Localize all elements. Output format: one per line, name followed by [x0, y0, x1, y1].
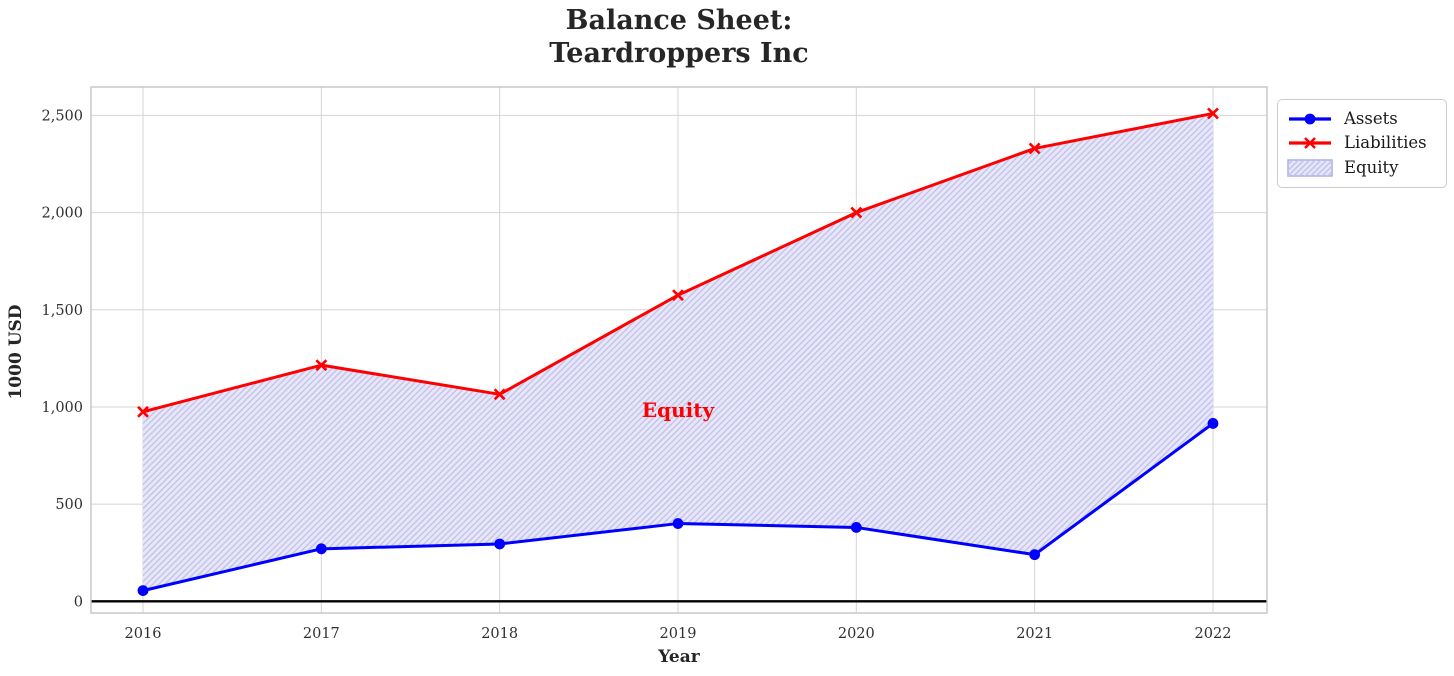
equity-patch-swatch: [1287, 159, 1333, 177]
svg-text:2021: 2021: [1016, 626, 1053, 642]
svg-text:1,500: 1,500: [41, 303, 83, 319]
svg-text:2016: 2016: [125, 626, 162, 642]
chart-title: Balance Sheet: Teardroppers Inc: [91, 4, 1267, 70]
liabilities-markers: [137, 107, 1219, 418]
chart-title-line1: Balance Sheet:: [565, 5, 793, 36]
equity-annotation: Equity: [642, 398, 716, 422]
x-axis-label: Year: [658, 647, 700, 667]
svg-text:2022: 2022: [1195, 626, 1232, 642]
legend-label-equity: Equity: [1344, 157, 1399, 177]
equity-area-hatch: [143, 113, 1213, 591]
svg-text:500: 500: [55, 497, 83, 513]
legend-item-equity: Equity: [1287, 156, 1437, 180]
svg-text:0: 0: [74, 594, 83, 610]
legend-item-liabilities: Liabilities: [1287, 131, 1437, 155]
legend-label-liabilities: Liabilities: [1344, 133, 1427, 153]
svg-text:1,000: 1,000: [41, 400, 83, 416]
legend-item-assets: Assets: [1287, 107, 1437, 131]
x-tick-labels: 2016 2017 2018 2019 2020 2021 2022: [125, 626, 1232, 642]
y-axis-label: 1000 USD: [6, 304, 26, 400]
y-tick-labels: 0 500 1,000 1,500 2,000 2,500: [41, 108, 83, 610]
svg-text:2019: 2019: [660, 626, 697, 642]
svg-text:2,000: 2,000: [41, 206, 83, 222]
assets-markers: [137, 418, 1219, 597]
svg-text:2017: 2017: [303, 626, 340, 642]
svg-text:2,500: 2,500: [41, 108, 83, 124]
svg-text:2018: 2018: [481, 626, 518, 642]
liabilities-line-swatch: [1289, 137, 1331, 150]
plot-border: [90, 86, 1268, 614]
chart-title-line2: Teardroppers Inc: [549, 38, 809, 69]
legend-label-assets: Assets: [1344, 109, 1398, 129]
legend: Assets Liabilities Equity: [1277, 99, 1447, 188]
assets-line-swatch: [1289, 113, 1331, 125]
svg-text:2020: 2020: [838, 626, 875, 642]
